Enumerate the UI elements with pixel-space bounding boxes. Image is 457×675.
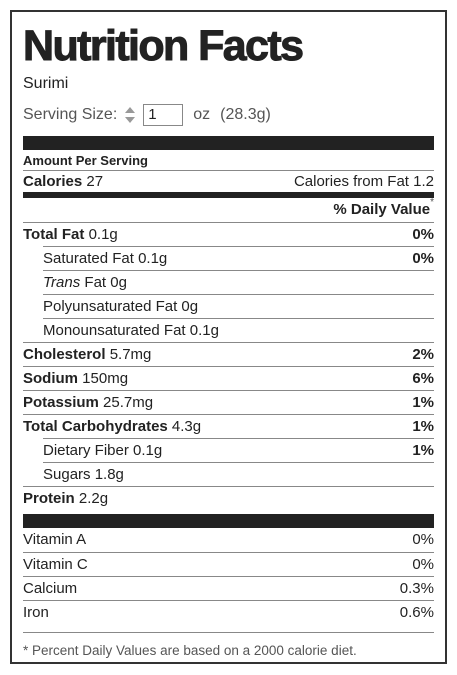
nutrient-row: Polyunsaturated Fat 0g — [43, 294, 434, 318]
nutrient-label: Monounsaturated Fat — [43, 322, 186, 339]
nutrient-amount: 4.3g — [171, 418, 202, 435]
food-name: Surimi — [23, 75, 69, 92]
dv-header-text: % Daily Value — [333, 201, 431, 218]
quantity-input[interactable]: 1 — [143, 104, 184, 126]
nutrient: Trans Fat 0g — [43, 271, 127, 294]
calories-fat-label: Calories from Fat — [293, 173, 409, 190]
nutrient-label: Polyunsaturated Fat — [43, 298, 178, 315]
nutrient-amount: 0g — [110, 274, 127, 291]
nutrient-label: Saturated Fat — [43, 250, 134, 267]
nutrient-amount: 0.1g — [88, 226, 118, 243]
nutrient-amount: 0.1g — [133, 442, 163, 459]
calories-row: Calories 27 Calories from Fat 1.2 — [23, 170, 434, 192]
nutrient-row: Total Carbohydrates 4.3g 1% — [23, 414, 434, 438]
nutrient-row: Saturated Fat 0.1g 0% — [43, 246, 434, 270]
nutrient-label: Sodium — [23, 370, 78, 387]
vitamin-dv: 0% — [412, 531, 434, 548]
nutrients: Total Fat 0.1g 0% Saturated Fat 0.1g 0% Tran… — [23, 222, 434, 510]
nutrient-row: Monounsaturated Fat 0.1g — [43, 318, 434, 342]
amount-per-serving: Amount Per Serving — [23, 153, 148, 168]
vitamin-dv: 0.3% — [399, 580, 434, 597]
amount-header: Serving Size:Amount Per Serving — [23, 150, 434, 170]
nutrient: Polyunsaturated Fat 0g — [43, 295, 198, 318]
nutrient-row: Cholesterol 5.7mg 2% — [23, 342, 434, 366]
daily-value: 0% — [412, 226, 434, 243]
nutrient-amount: 2.2g — [78, 490, 109, 507]
vitamin-row: Vitamin C 0% — [23, 552, 434, 576]
daily-value: 1% — [412, 418, 434, 435]
divider — [23, 192, 434, 198]
nutrient-label: Sugars — [43, 466, 91, 483]
vitamin-label: Iron — [23, 604, 49, 621]
nutrient: Total Fat 0.1g — [23, 223, 118, 246]
calories-fat-value: 1.2 — [413, 173, 434, 190]
asterisk: * — [430, 197, 434, 208]
nutrient: Dietary Fiber 0.1g — [43, 439, 162, 462]
nutrition-label: Nutrition Facts Surimi Serving Size: 1 o… — [10, 10, 447, 664]
nutrient-amount: 0.1g — [138, 250, 168, 267]
nutrient: Sodium 150mg — [23, 367, 128, 390]
nutrient-amount: 1.8g — [94, 466, 124, 483]
vitamin-row: Vitamin A 0% — [23, 528, 434, 552]
nutrient-label: Fat — [84, 274, 107, 291]
nutrient-row: Potassium 25.7mg 1% — [23, 390, 434, 414]
nutrient-row: Trans Fat 0g — [43, 270, 434, 294]
vitamin-label: Vitamin A — [23, 531, 87, 548]
vitamin-dv: 0% — [412, 556, 434, 573]
nutrient-amount: 25.7mg — [103, 394, 154, 411]
divider — [23, 514, 434, 528]
nutrient-row: Protein 2.2g — [23, 486, 434, 510]
daily-value: 0% — [412, 250, 434, 267]
vitamin-row: Calcium 0.3% — [23, 576, 434, 600]
calories-value: 27 — [86, 173, 104, 190]
divider — [23, 136, 434, 150]
serving-weight: (28.3g) — [220, 106, 271, 123]
nutrient-row: Dietary Fiber 0.1g 1% — [43, 438, 434, 462]
nutrient-row: Total Fat 0.1g 0% — [23, 222, 434, 246]
nutrient-label: Dietary Fiber — [43, 442, 129, 459]
nutrient-label: Total Carbohydrates — [23, 418, 168, 435]
calories-fat: Calories from Fat 1.2 — [294, 171, 434, 192]
nutrient-label: Potassium — [23, 394, 99, 411]
nutrient-amount: 5.7mg — [109, 346, 152, 363]
serving-label: Serving Size: — [23, 106, 118, 123]
calories-label: Calories — [23, 173, 83, 190]
nutrient-label: Protein — [23, 490, 75, 507]
vitamin-label: Vitamin C — [23, 556, 88, 573]
vitamins: Vitamin A 0% Vitamin C 0% Calcium 0.3% Iron 0.6… — [23, 528, 434, 624]
vitamin-row: Iron 0.6% — [23, 600, 434, 624]
nutrient-label: Cholesterol — [23, 346, 106, 363]
nutrient-label: Total Fat — [23, 226, 85, 243]
dv-header: % Daily Value * — [23, 198, 434, 222]
nutrient-amount: 0.1g — [189, 322, 219, 339]
nutrient: Cholesterol 5.7mg — [23, 343, 151, 366]
nutrient: Monounsaturated Fat 0.1g — [43, 319, 219, 342]
nutrient-row: Sodium 150mg 6% — [23, 366, 434, 390]
daily-value: 1% — [412, 394, 434, 411]
nutrient: Protein 2.2g — [23, 487, 108, 510]
nutrient: Sugars 1.8g — [43, 463, 124, 486]
daily-value: 6% — [412, 370, 434, 387]
nutrient: Saturated Fat 0.1g — [43, 247, 167, 270]
nutrient-amount: 150mg — [82, 370, 129, 387]
serving-size: Serving Size: 1 oz (28.3g) — [23, 100, 434, 130]
daily-value: 1% — [412, 442, 434, 459]
footnote: * Percent Daily Values are based on a 20… — [23, 632, 434, 658]
vitamin-dv: 0.6% — [399, 604, 434, 621]
title: Nutrition Facts — [23, 22, 305, 70]
nutrient-label-italic: Trans — [43, 274, 81, 291]
daily-value: 2% — [412, 346, 434, 363]
serving-unit: oz — [193, 106, 211, 123]
spinner[interactable] — [123, 105, 137, 125]
nutrient: Total Carbohydrates 4.3g — [23, 415, 201, 438]
vitamin-label: Calcium — [23, 580, 78, 597]
calories: Calories 27 — [23, 171, 103, 192]
nutrient-amount: 0g — [181, 298, 199, 315]
nutrient: Potassium 25.7mg — [23, 391, 153, 414]
nutrient-row: Sugars 1.8g — [43, 462, 434, 486]
